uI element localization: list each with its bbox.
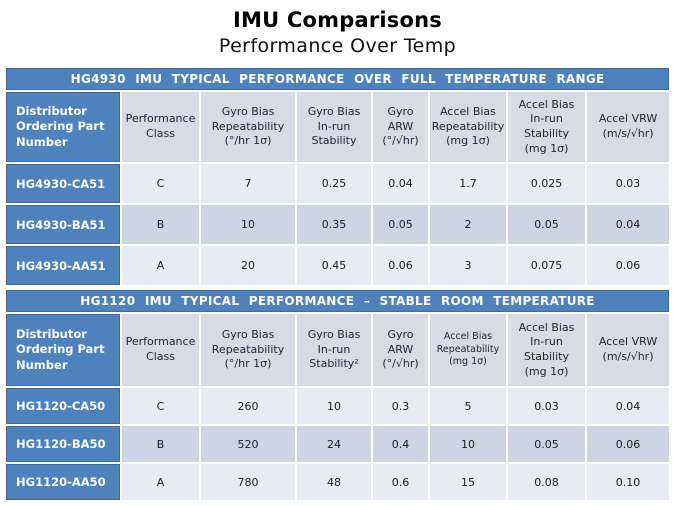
data-cell: B	[122, 426, 199, 462]
data-cell: 0.06	[587, 426, 670, 462]
table-title-band: HG1120 IMU TYPICAL PERFORMANCE – STABLE …	[6, 290, 670, 312]
data-cell: C	[122, 388, 199, 424]
data-cell: 24	[297, 426, 371, 462]
data-cell: 0.04	[587, 388, 670, 424]
table-title-row: HG4930 IMU TYPICAL PERFORMANCE OVER FULL…	[6, 68, 670, 90]
data-cell: 0.06	[373, 246, 428, 285]
col-header-performance-class: Performance Class	[122, 92, 199, 162]
data-cell: 780	[201, 464, 295, 500]
data-cell: 1.7	[430, 164, 506, 203]
data-cell: 260	[201, 388, 295, 424]
title-block: IMU Comparisons Performance Over Temp	[0, 0, 675, 59]
data-cell: 0.03	[508, 388, 585, 424]
data-cell: 10	[297, 388, 371, 424]
data-cell: 0.08	[508, 464, 585, 500]
column-header-row: Distributor Ordering Part Number Perform…	[6, 92, 670, 162]
table-row: HG1120-AA50 A 780 48 0.6 15 0.08 0.10	[6, 464, 670, 500]
data-cell: 0.04	[373, 164, 428, 203]
data-cell: 15	[430, 464, 506, 500]
data-cell: A	[122, 246, 199, 285]
table-row: HG4930-CA51 C 7 0.25 0.04 1.7 0.025 0.03	[6, 164, 670, 203]
col-header-accel-bias-inrun-stability: Accel Bias In-run Stability (mg 1σ)	[508, 92, 585, 162]
table-row: HG1120-CA50 C 260 10 0.3 5 0.03 0.04	[6, 388, 670, 424]
col-header-gyro-bias-inrun-stability: Gyro Bias In-run Stability	[297, 92, 371, 162]
data-cell: C	[122, 164, 199, 203]
col-header-gyro-arw: Gyro ARW (°/√hr)	[373, 92, 428, 162]
data-cell: 3	[430, 246, 506, 285]
part-number-cell: HG4930-CA51	[6, 164, 120, 203]
data-cell: 0.4	[373, 426, 428, 462]
data-cell: 0.03	[587, 164, 670, 203]
part-number-cell: HG1120-AA50	[6, 464, 120, 500]
page-title: IMU Comparisons	[233, 8, 442, 32]
hg1120-table: HG1120 IMU TYPICAL PERFORMANCE – STABLE …	[4, 288, 672, 502]
data-cell: 10	[430, 426, 506, 462]
part-number-cell: HG1120-BA50	[6, 426, 120, 462]
part-number-cell: HG4930-AA51	[6, 246, 120, 285]
data-cell: 48	[297, 464, 371, 500]
data-cell: A	[122, 464, 199, 500]
data-cell: 2	[430, 205, 506, 244]
table-row: HG4930-AA51 A 20 0.45 0.06 3 0.075 0.06	[6, 246, 670, 285]
data-cell: 10	[201, 205, 295, 244]
data-cell: 0.05	[508, 205, 585, 244]
data-cell: 20	[201, 246, 295, 285]
part-number-cell: HG4930-BA51	[6, 205, 120, 244]
col-header-accel-vrw: Accel VRW (m/s/√hr)	[587, 314, 670, 386]
data-cell: 7	[201, 164, 295, 203]
page-subtitle: Performance Over Temp	[218, 35, 457, 57]
data-cell: 520	[201, 426, 295, 462]
col-header-performance-class: Performance Class	[122, 314, 199, 386]
data-cell: 0.10	[587, 464, 670, 500]
col-header-gyro-bias-repeatability: Gyro Bias Repeatability (°/hr 1σ)	[201, 92, 295, 162]
hg4930-table: HG4930 IMU TYPICAL PERFORMANCE OVER FULL…	[4, 66, 672, 287]
col-header-accel-bias-repeatability: Accel Bias Repeatability (mg 1σ)	[430, 92, 506, 162]
col-header-accel-bias-repeatability: Accel Bias Repeatability (mg 1σ)	[430, 314, 506, 386]
data-cell: 0.025	[508, 164, 585, 203]
data-cell: 0.06	[587, 246, 670, 285]
table-row: HG4930-BA51 B 10 0.35 0.05 2 0.05 0.04	[6, 205, 670, 244]
data-cell: 0.04	[587, 205, 670, 244]
col-header-accel-bias-inrun-stability: Accel Bias In-run Stability (mg 1σ)	[508, 314, 585, 386]
col-header-part-number: Distributor Ordering Part Number	[6, 314, 120, 386]
col-header-gyro-bias-repeatability: Gyro Bias Repeatability (°/hr 1σ)	[201, 314, 295, 386]
col-header-gyro-bias-inrun-stability: Gyro Bias In-run Stability²	[297, 314, 371, 386]
data-cell: 0.6	[373, 464, 428, 500]
table-title-band: HG4930 IMU TYPICAL PERFORMANCE OVER FULL…	[6, 68, 670, 90]
data-cell: 0.45	[297, 246, 371, 285]
col-header-accel-vrw: Accel VRW (m/s/√hr)	[587, 92, 670, 162]
data-cell: 0.05	[373, 205, 428, 244]
data-cell: 5	[430, 388, 506, 424]
column-header-row: Distributor Ordering Part Number Perform…	[6, 314, 670, 386]
part-number-cell: HG1120-CA50	[6, 388, 120, 424]
table-title-row: HG1120 IMU TYPICAL PERFORMANCE – STABLE …	[6, 290, 670, 312]
data-cell: 0.25	[297, 164, 371, 203]
data-cell: B	[122, 205, 199, 244]
col-header-gyro-arw: Gyro ARW (°/√hr)	[373, 314, 428, 386]
data-cell: 0.35	[297, 205, 371, 244]
data-cell: 0.3	[373, 388, 428, 424]
data-cell: 0.075	[508, 246, 585, 285]
table-row: HG1120-BA50 B 520 24 0.4 10 0.05 0.06	[6, 426, 670, 462]
data-cell: 0.05	[508, 426, 585, 462]
col-header-part-number: Distributor Ordering Part Number	[6, 92, 120, 162]
